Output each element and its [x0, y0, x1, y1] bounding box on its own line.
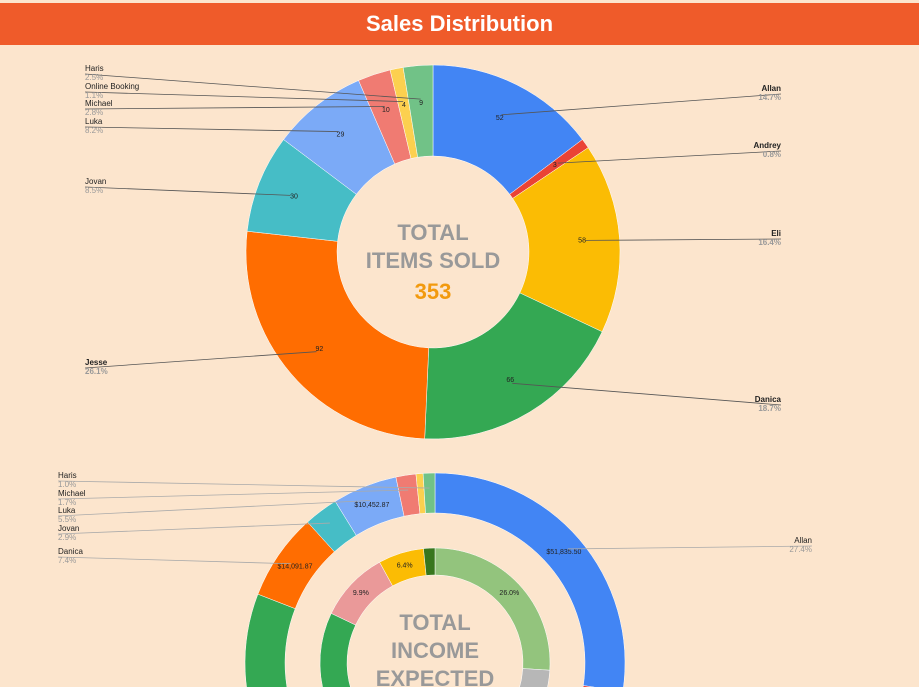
center-text: EXPECTED [376, 666, 495, 687]
slice [423, 547, 436, 576]
callout-name: Haris [58, 471, 77, 480]
center-text: TOTAL [397, 220, 468, 245]
callout-line [567, 545, 813, 550]
sheet-title: Sales Distribution [0, 3, 919, 45]
data-label: 6.4% [397, 562, 413, 569]
slice [519, 668, 551, 687]
callout-percent: 26.1% [85, 367, 108, 376]
data-label: $51,835.50 [546, 549, 581, 556]
callout-line [84, 351, 317, 369]
slice [402, 64, 434, 158]
data-label: 26.0% [499, 590, 519, 597]
callout-percent: 1.7% [58, 498, 76, 507]
callout-percent: 2.5% [85, 73, 103, 82]
callout-percent: 2.8% [85, 108, 103, 117]
callout-name: Andrey [753, 141, 781, 150]
callout-name: Jovan [58, 524, 79, 533]
data-label: 9 [419, 100, 423, 107]
callout-percent: 8.2% [85, 126, 103, 135]
callout-line [84, 186, 291, 196]
callout-percent: 14.7% [758, 93, 781, 102]
data-label: 58 [578, 238, 586, 245]
callout-line [57, 556, 291, 565]
data-label: 3 [553, 162, 557, 169]
callout-percent: 1.0% [58, 480, 76, 489]
callout-name: Allan [761, 84, 781, 93]
callout-percent: 8.5% [85, 186, 103, 195]
slice [422, 472, 436, 514]
center-total: 353 [415, 279, 452, 304]
callout-name: Luka [58, 506, 76, 515]
callout-line [57, 489, 409, 500]
data-label: 92 [315, 346, 323, 353]
data-label: 52 [496, 115, 504, 122]
callout-line [585, 238, 782, 241]
data-label: 30 [290, 194, 298, 201]
data-label: 9.9% [353, 590, 369, 597]
callout-name: Michael [85, 99, 113, 108]
callout-line [84, 126, 339, 132]
data-label: $10,452.87 [354, 502, 389, 509]
data-label: 29 [337, 131, 345, 138]
slice [424, 292, 603, 440]
data-label: 66 [506, 377, 514, 384]
data-label: 10 [382, 107, 390, 114]
slice [244, 593, 296, 687]
slice [434, 472, 626, 687]
callout-line [84, 106, 385, 110]
data-label: 4 [402, 102, 406, 109]
callout-percent: 27.4% [789, 545, 812, 554]
callout-percent: 0.8% [763, 150, 781, 159]
callout-line [57, 522, 330, 535]
callout-name: Luka [85, 117, 103, 126]
callout-percent: 2.9% [58, 533, 76, 542]
callout-percent: 1.1% [85, 91, 103, 100]
callout-name: Michael [58, 489, 86, 498]
callout-name: Allan [794, 536, 812, 545]
callout-name: Haris [85, 64, 104, 73]
callout-line [501, 93, 782, 116]
callout-name: Eli [771, 229, 781, 238]
callout-name: Danica [58, 547, 83, 556]
callout-name: Jesse [85, 358, 108, 367]
callout-percent: 5.5% [58, 515, 76, 524]
callout-line [57, 480, 430, 489]
center-text: ITEMS SOLD [366, 248, 500, 273]
slice [319, 613, 356, 687]
callout-line [557, 150, 782, 164]
callout-name: Danica [755, 395, 782, 404]
callout-percent: 18.7% [758, 404, 781, 413]
center-text: TOTAL [399, 610, 470, 635]
callout-line [84, 91, 404, 102]
callout-name: Online Booking [85, 82, 139, 91]
slice [245, 230, 429, 440]
center-text: INCOME [391, 638, 479, 663]
callout-name: Jovan [85, 177, 106, 186]
callout-line [57, 500, 371, 517]
data-label: $14,091.87 [277, 563, 312, 570]
slice [432, 64, 583, 195]
callout-line [84, 73, 421, 100]
callout-percent: 7.4% [58, 556, 76, 565]
callout-percent: 16.4% [758, 238, 781, 247]
callout-line [512, 382, 782, 406]
